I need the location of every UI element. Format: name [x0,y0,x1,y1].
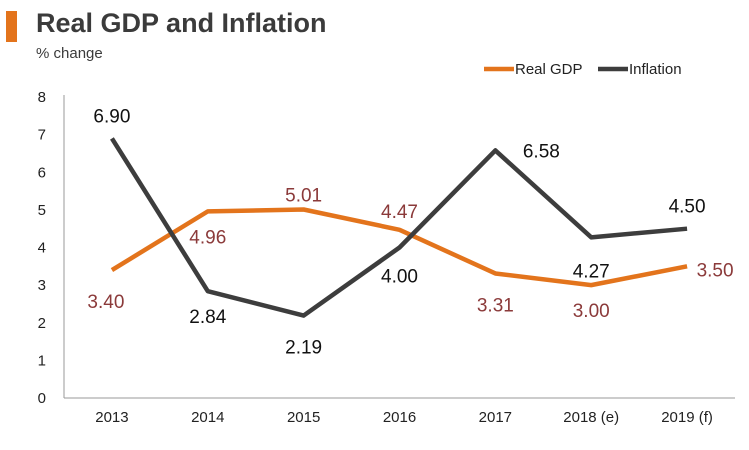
real-gdp-data-label: 3.40 [87,292,124,313]
y-tick-label: 3 [38,277,46,294]
x-tick-label: 2014 [191,409,224,426]
x-tick-label: 2017 [479,409,512,426]
inflation-data-label: 2.84 [189,307,226,328]
inflation-line [110,137,688,318]
real-gdp-data-label: 3.31 [477,295,514,316]
y-tick-label: 1 [38,352,46,369]
inflation-data-label: 4.27 [573,261,610,282]
y-tick-label: 0 [38,390,46,407]
x-tick-label: 2015 [287,409,320,426]
inflation-data-label: 4.00 [381,267,418,288]
real-gdp-line [110,207,688,288]
title-accent-bar [6,11,17,42]
real-gdp-data-label: 5.01 [285,185,322,206]
y-tick-label: 2 [38,315,46,332]
legend-label-inflation: Inflation [629,61,682,78]
inflation-data-label: 6.90 [93,106,130,127]
x-tick-label: 2016 [383,409,416,426]
inflation-data-label: 6.58 [523,141,560,162]
x-tick-label: 2013 [95,409,128,426]
x-tick-label: 2018 (e) [563,409,619,426]
y-tick-label: 8 [38,89,46,106]
real-gdp-data-label: 3.50 [697,260,734,281]
y-tick-label: 5 [38,202,46,219]
real-gdp-data-label: 4.96 [189,227,226,248]
chart-title: Real GDP and Inflation [36,8,327,38]
y-tick-label: 6 [38,164,46,181]
real-gdp-data-label: 3.00 [573,301,610,322]
y-tick-label: 4 [38,240,46,257]
x-tick-label: 2019 (f) [661,409,713,426]
real-gdp-data-label: 4.47 [381,202,418,223]
inflation-data-label: 2.19 [285,338,322,359]
inflation-data-label: 4.50 [669,197,706,218]
chart-subtitle: % change [36,45,103,62]
y-tick-label: 7 [38,127,46,144]
legend-label-real-gdp: Real GDP [515,61,583,78]
